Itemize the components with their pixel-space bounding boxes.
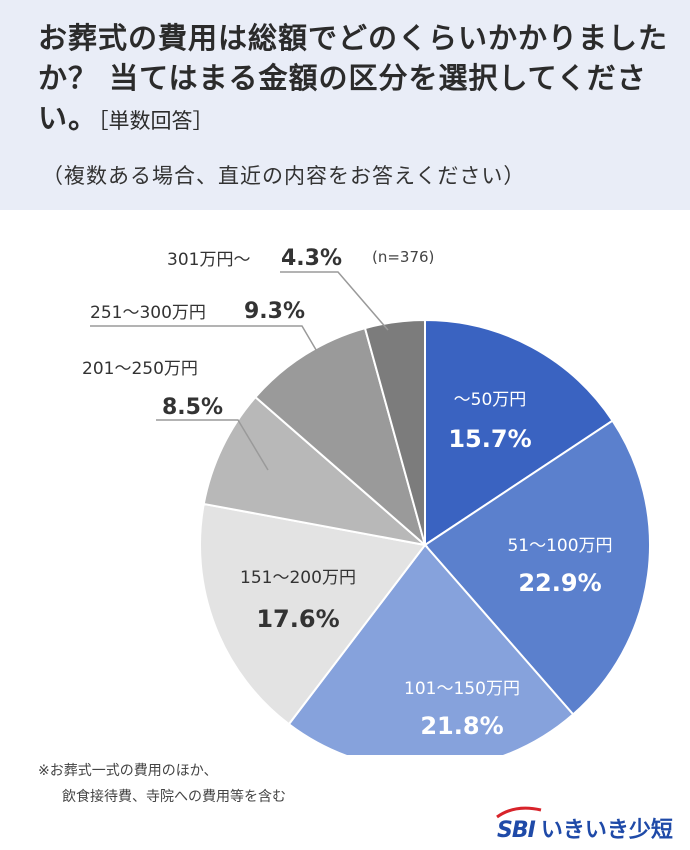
slice-value-label: 4.3%	[281, 246, 342, 271]
slice-category-label: 201〜250万円	[82, 359, 198, 379]
slice-category-label: 151〜200万円	[240, 568, 356, 588]
logo-swoosh-icon	[496, 806, 542, 819]
slice-category-label: 101〜150万円	[404, 679, 520, 699]
pie-slice	[287, 543, 575, 755]
leader-line	[156, 419, 269, 471]
slice-value-label: 8.5%	[162, 395, 223, 420]
slice-value-label: 21.8%	[420, 712, 503, 740]
pie-slice	[363, 318, 426, 546]
leader-line	[280, 271, 389, 331]
slice-category-label: 51〜100万円	[507, 536, 612, 556]
chart-title-text: お葬式の費用は総額でどのくらいかかりましたか？ 当てはまる金額の区分を選択してく…	[38, 21, 669, 135]
logo-mark: SBI	[497, 818, 536, 843]
pie-slice	[202, 395, 429, 547]
header-banner: お葬式の費用は総額でどのくらいかかりましたか？ 当てはまる金額の区分を選択してく…	[0, 0, 690, 210]
pie-slice	[423, 419, 651, 716]
logo-text: いきいき少短	[540, 818, 673, 843]
pie-chart: 〜50万円 15.7% 51〜100万円 22.9% 101〜150万円 21.8% 151…	[82, 246, 651, 755]
slice-value-label: 9.3%	[244, 299, 305, 324]
pie-slice	[199, 502, 427, 726]
chart-title-suffix: ［単数回答］	[98, 109, 214, 133]
slice-value-label: 15.7%	[448, 425, 531, 453]
slice-category-label: 251〜300万円	[90, 303, 206, 323]
leader-line	[90, 325, 323, 361]
footnote-line-2: 飲食接待費、寺院への費用等を含む	[62, 789, 286, 805]
leader-lines	[90, 271, 389, 471]
pie-slice	[424, 318, 614, 547]
slice-category-label: 301万円〜	[167, 250, 250, 270]
pie-slice	[254, 326, 427, 548]
sbi-logo: SBI いきいき少短	[496, 806, 673, 844]
footnote: ※お葬式一式の費用のほか、 飲食接待費、寺院への費用等を含む	[38, 758, 286, 810]
slice-category-label: 〜50万円	[454, 390, 527, 410]
sample-size-label: (n=376)	[372, 248, 434, 266]
slice-labels: 〜50万円 15.7% 51〜100万円 22.9% 101〜150万円 21.8% 151…	[82, 246, 613, 740]
slice-value-label: 22.9%	[518, 569, 601, 597]
footnote-line-1: ※お葬式一式の費用のほか、	[38, 763, 218, 779]
pie-slices	[199, 318, 651, 755]
chart-subtitle: （複数ある場合、直近の内容をお答えください）	[42, 164, 526, 188]
slice-value-label: 17.6%	[256, 605, 339, 633]
chart-title: お葬式の費用は総額でどのくらいかかりましたか？ 当てはまる金額の区分を選択してく…	[38, 18, 668, 141]
